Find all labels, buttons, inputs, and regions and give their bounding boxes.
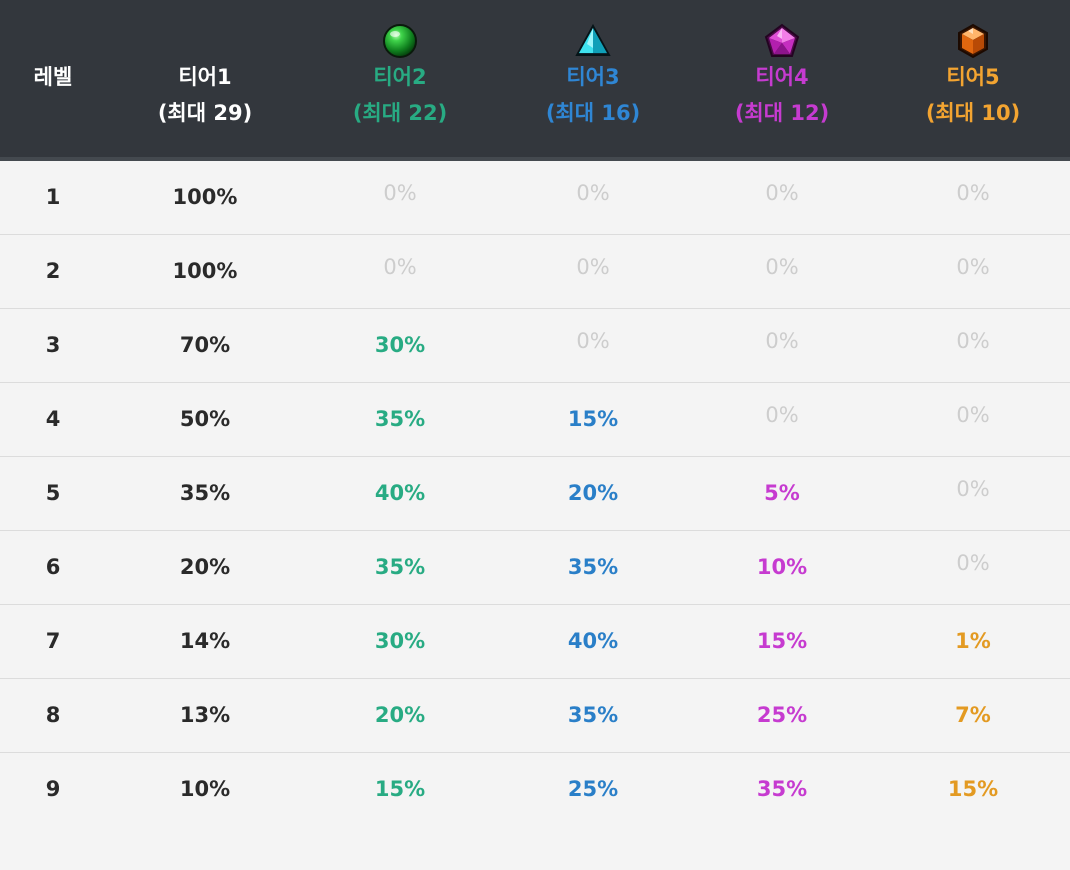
header-tier3: 티어3 (최대 16)	[518, 0, 668, 157]
tier4-cell: 0%	[765, 403, 799, 427]
tier3-cell: 0%	[576, 255, 610, 279]
green-orb-icon	[381, 22, 419, 60]
tier5-cell: 1%	[955, 629, 991, 653]
tier1-cell: 35%	[179, 481, 231, 505]
header-tier3-name: 티어3	[566, 65, 620, 89]
header-tier5: 티어5 (최대 10)	[898, 0, 1048, 157]
table-row: 3 70% 30% 0% 0% 0%	[0, 309, 1070, 383]
header-tier3-max: (최대 16)	[545, 101, 641, 125]
header-tier4: 티어4 (최대 12)	[707, 0, 857, 157]
table-row: 9 10% 15% 25% 35% 15%	[0, 753, 1070, 826]
tier4-cell: 0%	[765, 329, 799, 353]
tier4-cell: 5%	[764, 481, 800, 505]
tier3-cell: 40%	[567, 629, 619, 653]
header-tier5-max: (최대 10)	[925, 101, 1021, 125]
header-tier4-name: 티어4	[755, 65, 809, 89]
header-tier1: 티어1 (최대 29)	[130, 0, 280, 157]
table-header: 레벨 티어1 (최대 29)	[0, 0, 1070, 161]
magenta-pentagon-gem-icon	[763, 22, 801, 60]
tier4-cell: 35%	[756, 777, 808, 801]
tier1-cell: 100%	[172, 185, 238, 209]
tier1-cell: 20%	[179, 555, 231, 579]
tier5-cell: 7%	[955, 703, 991, 727]
tier1-cell: 100%	[172, 259, 238, 283]
tier3-cell: 0%	[576, 181, 610, 205]
table-body: 1 100% 0% 0% 0% 0% 2 100% 0% 0% 0% 0% 3 …	[0, 161, 1070, 826]
level-cell: 1	[45, 185, 61, 209]
tier2-cell: 40%	[374, 481, 426, 505]
level-cell: 7	[45, 629, 61, 653]
tier5-cell: 15%	[947, 777, 999, 801]
tier5-cell: 0%	[956, 255, 990, 279]
tier2-cell: 30%	[374, 629, 426, 653]
tier2-cell: 30%	[374, 333, 426, 357]
tier2-cell: 0%	[383, 255, 417, 279]
tier5-cell: 0%	[956, 181, 990, 205]
tier3-cell: 25%	[567, 777, 619, 801]
cyan-pyramid-icon	[574, 22, 612, 60]
table-row: 6 20% 35% 35% 10% 0%	[0, 531, 1070, 605]
level-cell: 8	[45, 703, 61, 727]
level-cell: 4	[45, 407, 61, 431]
header-tier1-name: 티어1	[178, 65, 232, 89]
table-row: 2 100% 0% 0% 0% 0%	[0, 235, 1070, 309]
header-tier2-max: (최대 22)	[352, 101, 448, 125]
level-cell: 3	[45, 333, 61, 357]
header-tier4-max: (최대 12)	[734, 101, 830, 125]
tier5-cell: 0%	[956, 477, 990, 501]
table-row: 1 100% 0% 0% 0% 0%	[0, 161, 1070, 235]
tier3-cell: 0%	[576, 329, 610, 353]
header-tier2: 티어2 (최대 22)	[325, 0, 475, 157]
tier5-cell: 0%	[956, 403, 990, 427]
tier1-cell: 10%	[179, 777, 231, 801]
tier3-cell: 20%	[567, 481, 619, 505]
tier1-cell: 50%	[179, 407, 231, 431]
tier4-cell: 15%	[756, 629, 808, 653]
tier4-cell: 0%	[765, 181, 799, 205]
table-row: 7 14% 30% 40% 15% 1%	[0, 605, 1070, 679]
tier2-cell: 15%	[374, 777, 426, 801]
tier4-cell: 10%	[756, 555, 808, 579]
tier3-cell: 35%	[567, 555, 619, 579]
header-tier2-name: 티어2	[373, 65, 427, 89]
orange-hexagon-gem-icon	[954, 22, 992, 60]
level-cell: 6	[45, 555, 61, 579]
header-tier1-max: (최대 29)	[157, 101, 253, 125]
tier5-cell: 0%	[956, 551, 990, 575]
table-row: 5 35% 40% 20% 5% 0%	[0, 457, 1070, 531]
table-row: 8 13% 20% 35% 25% 7%	[0, 679, 1070, 753]
table-row: 4 50% 35% 15% 0% 0%	[0, 383, 1070, 457]
tier2-cell: 0%	[383, 181, 417, 205]
header-level-label: 레벨	[33, 65, 73, 89]
header-level: 레벨	[13, 0, 93, 157]
tier2-cell: 35%	[374, 555, 426, 579]
tier4-cell: 25%	[756, 703, 808, 727]
level-cell: 9	[45, 777, 61, 801]
tier2-cell: 20%	[374, 703, 426, 727]
tier1-cell: 13%	[179, 703, 231, 727]
tier1-cell: 14%	[179, 629, 231, 653]
level-cell: 2	[45, 259, 61, 283]
tier3-cell: 15%	[567, 407, 619, 431]
level-cell: 5	[45, 481, 61, 505]
tier1-cell: 70%	[179, 333, 231, 357]
header-tier5-name: 티어5	[946, 65, 1000, 89]
tier3-cell: 35%	[567, 703, 619, 727]
tier2-cell: 35%	[374, 407, 426, 431]
tier4-cell: 0%	[765, 255, 799, 279]
tier5-cell: 0%	[956, 329, 990, 353]
